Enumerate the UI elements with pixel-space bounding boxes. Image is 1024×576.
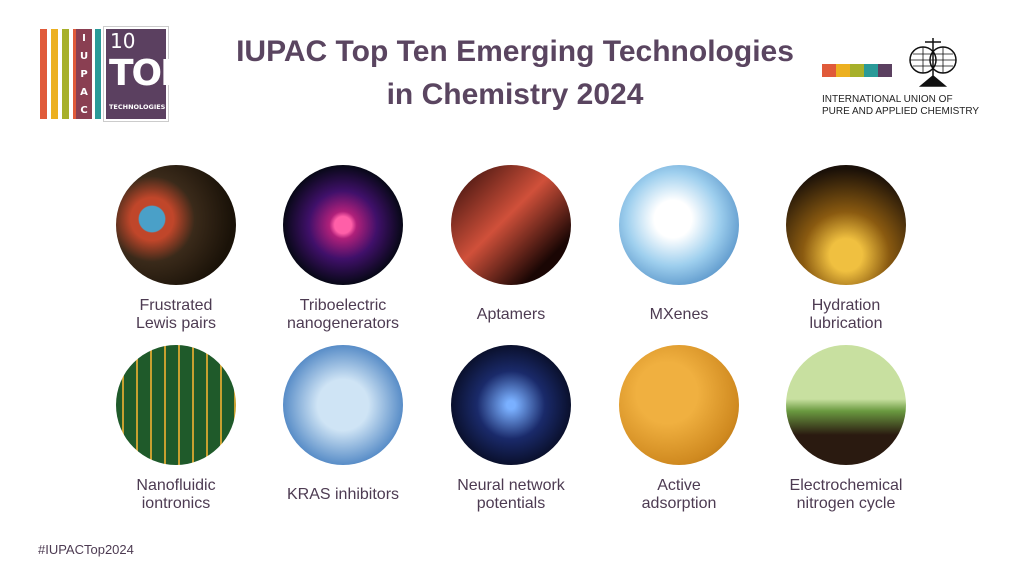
technology-item: Neural network potentials	[427, 345, 595, 515]
technology-label: Active adsorption	[641, 477, 717, 512]
technology-item: Hydration lubrication	[762, 165, 930, 335]
hashtag: #IUPACTop2024	[38, 542, 134, 557]
technology-label: KRAS inhibitors	[286, 486, 400, 503]
technology-image	[786, 345, 906, 465]
iupac-org-logo: INTERNATIONAL UNION OF PURE AND APPLIED C…	[822, 36, 1002, 117]
page-title: IUPAC Top Ten Emerging Technologies in C…	[236, 35, 794, 111]
technology-image	[451, 165, 571, 285]
technology-item: Aptamers	[427, 165, 595, 335]
technology-image	[116, 345, 236, 465]
technology-item: Active adsorption	[595, 345, 763, 515]
technology-item: Triboelectric nanogenerators	[259, 165, 427, 335]
technology-image	[451, 345, 571, 465]
technology-image	[619, 345, 739, 465]
technology-label: Hydration lubrication	[809, 297, 883, 332]
technology-item: KRAS inhibitors	[259, 345, 427, 515]
technology-item: Nanofluidic iontronics	[92, 345, 260, 515]
globe-emblem-icon	[909, 38, 957, 87]
technology-item: MXenes	[595, 165, 763, 335]
technology-label: Frustrated Lewis pairs	[135, 297, 217, 332]
technology-label: Neural network potentials	[457, 477, 565, 512]
technology-label: Triboelectric nanogenerators	[286, 297, 400, 332]
technology-image	[786, 165, 906, 285]
technology-label: Electrochemical nitrogen cycle	[789, 477, 903, 512]
technology-label: MXenes	[649, 306, 709, 323]
technology-image	[619, 165, 739, 285]
technology-item: Electrochemical nitrogen cycle	[762, 345, 930, 515]
technology-item: Frustrated Lewis pairs	[92, 165, 260, 335]
technology-image	[283, 165, 403, 285]
technology-image	[283, 345, 403, 465]
technology-label: Aptamers	[476, 306, 546, 323]
technology-image	[116, 165, 236, 285]
technology-label: Nanofluidic iontronics	[136, 477, 216, 512]
